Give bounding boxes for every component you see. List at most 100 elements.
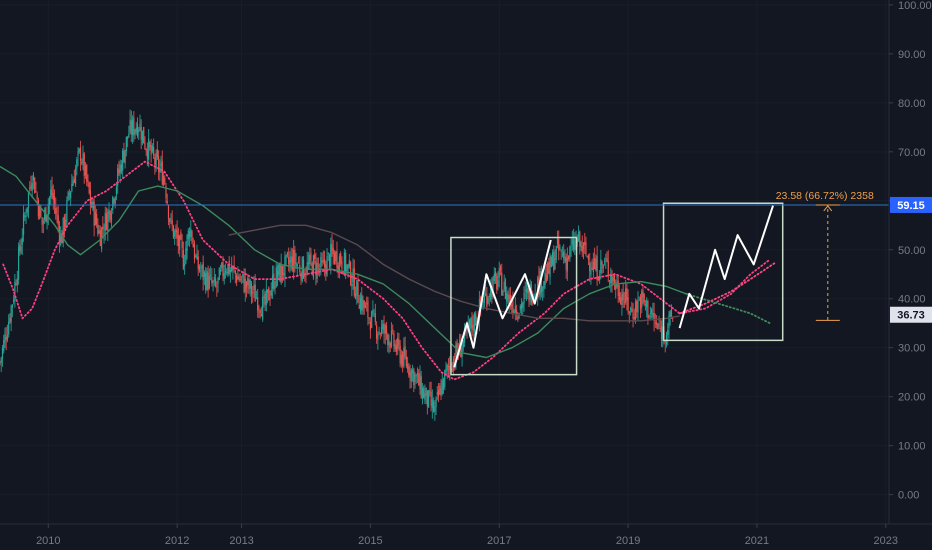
candle-body: [534, 293, 536, 295]
candle-body: [129, 119, 131, 132]
candle-body: [43, 210, 46, 221]
candle-body: [483, 296, 485, 303]
price-range-measure: 23.58 (66.72%) 2358: [776, 190, 874, 321]
candle-body: [312, 255, 315, 278]
candle-body: [356, 280, 358, 296]
candle-body: [181, 241, 183, 249]
candle-body: [6, 334, 9, 341]
candle-body: [143, 127, 145, 144]
candle-body: [5, 337, 7, 340]
candle-body: [543, 281, 545, 289]
candle-body: [572, 239, 575, 250]
candle-body: [165, 185, 167, 199]
candle-body: [206, 271, 208, 290]
candle-body: [67, 191, 69, 200]
candle-body: [242, 273, 244, 277]
candle-body: [239, 279, 241, 281]
candle-body: [502, 290, 504, 296]
candle-body: [187, 230, 189, 240]
candle-body: [387, 334, 389, 346]
candle-body: [486, 294, 488, 307]
candle-body: [3, 340, 5, 352]
candle-body: [122, 150, 124, 171]
y-tick-label: 20.00: [898, 392, 926, 404]
time-axis[interactable]: 2010 2012 2013 2015 2017 2019 2021 2023: [36, 524, 898, 547]
candle-body: [212, 281, 214, 284]
candle-body: [307, 262, 310, 265]
candle-body: [651, 309, 653, 314]
candle-body: [600, 259, 602, 274]
candle-body: [456, 342, 458, 354]
candle-body: [70, 191, 72, 199]
candle-body: [341, 260, 343, 269]
candle-body: [56, 214, 58, 216]
candle-body: [320, 257, 322, 268]
candle-body: [549, 256, 551, 278]
candle-body: [668, 315, 670, 329]
candle-body: [506, 292, 508, 302]
candle-body: [548, 262, 550, 274]
candle-body: [665, 334, 668, 345]
candle-body: [390, 330, 393, 347]
candle-body: [378, 331, 380, 333]
candle-body: [613, 274, 616, 285]
candle-body: [140, 127, 142, 140]
candle-body: [79, 147, 82, 161]
candle-body: [563, 251, 565, 259]
candle-body: [155, 152, 157, 169]
rectangle-1[interactable]: [662, 202, 784, 342]
candle-body: [310, 252, 312, 261]
series-line-0: [2, 160, 771, 381]
candle-body: [522, 302, 524, 309]
candle-body: [348, 260, 350, 267]
x-tick-label: 2017: [487, 535, 511, 547]
candle-body: [582, 242, 585, 249]
candle-body: [601, 262, 603, 266]
candle-body: [363, 300, 365, 308]
candle-body: [134, 129, 136, 135]
candle-body: [145, 148, 147, 151]
candle-body: [191, 231, 193, 243]
candle-body: [104, 212, 106, 231]
price-tag-label: 36.73: [897, 310, 925, 322]
candle-body: [114, 196, 116, 205]
candle-body: [32, 174, 35, 181]
candle-body: [68, 193, 70, 195]
candle-body: [577, 232, 580, 241]
candle-body: [17, 247, 20, 280]
candle-body: [409, 372, 411, 378]
candle-body: [218, 268, 220, 280]
rectangle-0[interactable]: [450, 236, 578, 376]
candle-body: [556, 238, 559, 245]
candle-body: [141, 130, 144, 144]
candle-body: [358, 304, 360, 309]
candle-body: [135, 127, 137, 133]
candle-body: [48, 197, 51, 205]
candle-body: [154, 157, 156, 165]
candle-body: [432, 401, 435, 413]
candle-body: [371, 311, 373, 328]
candle-body: [274, 286, 276, 289]
candle-body: [98, 230, 100, 234]
candle-body: [513, 310, 515, 315]
candle-body: [133, 117, 135, 136]
candle-body: [512, 300, 514, 313]
candle-body: [586, 255, 588, 257]
candle-body: [94, 211, 96, 226]
candle-body: [452, 358, 455, 371]
candle-body: [72, 180, 74, 186]
candle-body: [280, 263, 282, 284]
candle-body: [603, 261, 606, 263]
candle-body: [525, 289, 528, 293]
candle-body: [123, 150, 125, 163]
candle-body: [107, 211, 109, 231]
candle-body: [96, 214, 98, 225]
candle-body: [316, 262, 318, 279]
candle-body: [394, 344, 396, 350]
candle-body: [574, 240, 576, 250]
candle-body: [333, 253, 336, 264]
candle-body: [550, 256, 552, 268]
candle-body: [285, 254, 287, 257]
candle-body: [564, 257, 566, 261]
